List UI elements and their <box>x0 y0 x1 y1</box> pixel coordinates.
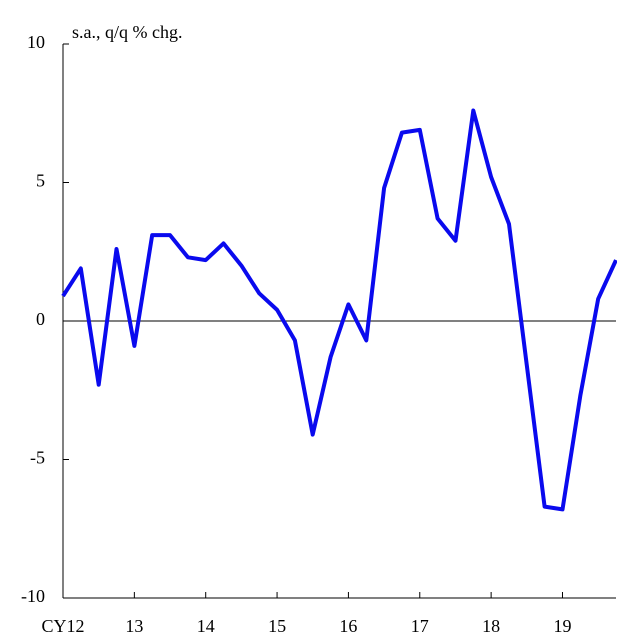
y-tick-label: -10 <box>21 586 45 606</box>
x-tick-label: 15 <box>268 616 286 636</box>
x-tick-label: 19 <box>553 616 571 636</box>
x-tick-label: CY12 <box>41 616 84 636</box>
y-axis-label: s.a., q/q % chg. <box>72 22 182 42</box>
y-tick-label: 10 <box>27 32 45 52</box>
x-tick-label: 17 <box>411 616 429 636</box>
x-tick-label: 13 <box>125 616 143 636</box>
x-tick-label: 16 <box>339 616 357 636</box>
y-tick-label: 5 <box>36 171 45 191</box>
y-tick-label: -5 <box>30 448 45 468</box>
x-tick-label: 14 <box>197 616 215 636</box>
x-tick-label: 18 <box>482 616 500 636</box>
data-line <box>61 108 617 512</box>
y-tick-label: 0 <box>36 309 45 329</box>
